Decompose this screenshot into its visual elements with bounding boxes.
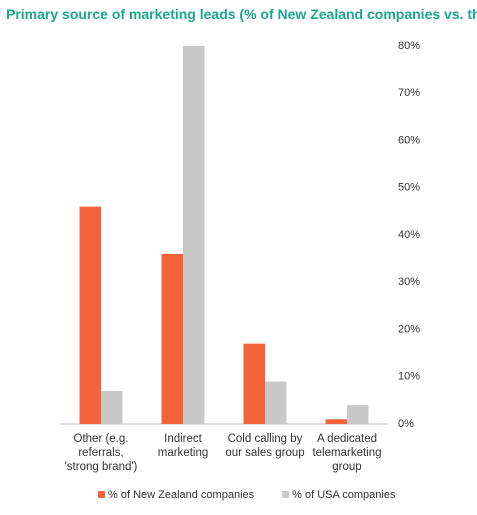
bar: [347, 405, 369, 424]
legend-label: % of New Zealand companies: [108, 489, 255, 501]
y-tick-label: 60%: [398, 134, 420, 146]
chart-title: Primary source of marketing leads (% of …: [6, 6, 477, 22]
y-tick-label: 20%: [398, 323, 420, 335]
bar: [265, 381, 287, 424]
bar: [183, 46, 205, 424]
bar: [161, 253, 183, 424]
x-tick-label: Cold calling by our sales group: [225, 433, 305, 459]
bar: [325, 419, 347, 424]
y-tick-label: 80%: [398, 40, 420, 52]
bar: [101, 390, 123, 424]
y-tick-label: 40%: [398, 229, 420, 241]
legend-swatch: [98, 491, 105, 498]
x-tick-label: Indirect marketing: [157, 433, 209, 459]
y-tick-label: 70%: [398, 87, 420, 99]
y-tick-label: 50%: [398, 182, 420, 194]
bar: [243, 343, 265, 424]
x-tick-label: Other (e.g. referrals, 'strong brand'): [64, 433, 138, 473]
legend-label: % of USA companies: [292, 489, 396, 501]
y-tick-label: 10%: [398, 371, 420, 383]
bar: [79, 206, 101, 424]
x-tick-label: A dedicated telemarketing group: [312, 433, 382, 473]
y-tick-label: 30%: [398, 276, 420, 288]
legend-swatch: [282, 491, 290, 498]
y-tick-label: 0%: [398, 418, 414, 430]
